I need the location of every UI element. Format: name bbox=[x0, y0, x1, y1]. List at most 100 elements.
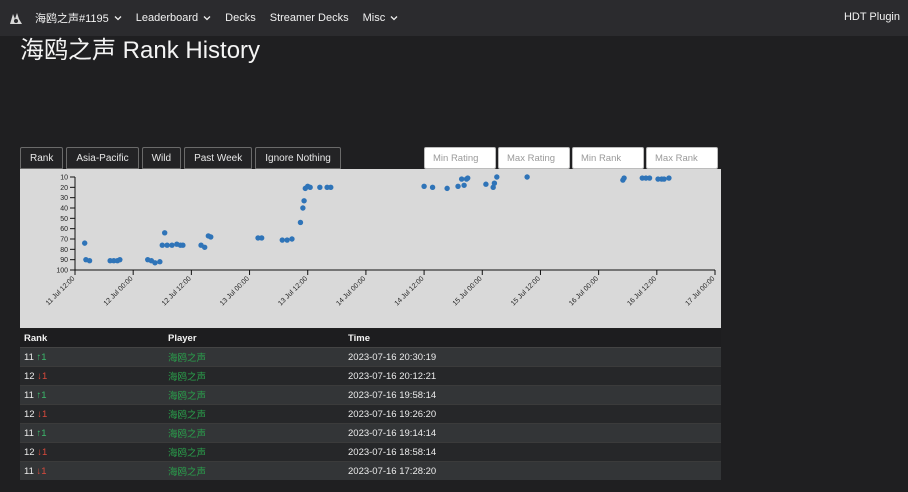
nav-streamer-decks-link[interactable]: Streamer Decks bbox=[270, 12, 349, 24]
data-point bbox=[646, 175, 653, 181]
min-rank-input[interactable] bbox=[572, 147, 644, 169]
rank-change-indicator: ↑1 bbox=[36, 389, 47, 401]
rank-value: 11 bbox=[24, 389, 34, 401]
time-cell: 2023-07-16 19:26:20 bbox=[344, 404, 721, 424]
rank-cell: 12 ↓1 bbox=[20, 404, 164, 424]
tab-rank[interactable]: Rank bbox=[20, 147, 64, 169]
time-column-header: Time bbox=[344, 329, 721, 348]
time-cell: 2023-07-16 20:12:21 bbox=[344, 366, 721, 386]
data-point bbox=[161, 230, 168, 236]
data-point bbox=[483, 181, 489, 187]
nav-hdt-plugin-label: HDT Plugin bbox=[843, 11, 900, 23]
data-point bbox=[490, 184, 496, 191]
table-row: 12 ↓1 海鸥之声 2023-07-16 20:12:21 bbox=[20, 366, 721, 386]
rank-change-indicator: ↓1 bbox=[37, 370, 48, 382]
nav-misc-label: Misc bbox=[362, 12, 386, 24]
rank-value: 12 bbox=[24, 408, 35, 420]
rank-value: 11 bbox=[24, 427, 34, 439]
y-tick-label: 90 bbox=[60, 257, 68, 264]
range-filters bbox=[424, 147, 718, 169]
y-tick-label: 30 bbox=[60, 195, 68, 202]
data-point bbox=[86, 258, 93, 264]
tab-mode[interactable]: Wild bbox=[141, 147, 182, 169]
nav-decks-link[interactable]: Decks bbox=[225, 12, 256, 24]
rank-change-indicator: ↓1 bbox=[36, 465, 47, 477]
player-link[interactable]: 海鸥之声 bbox=[168, 467, 207, 478]
tab-period[interactable]: Past Week bbox=[184, 147, 253, 169]
data-point bbox=[661, 176, 667, 182]
data-point bbox=[289, 236, 295, 242]
time-cell: 2023-07-16 19:58:14 bbox=[344, 385, 721, 405]
site-logo-icon[interactable] bbox=[8, 10, 24, 26]
time-cell: 2023-07-16 20:30:19 bbox=[344, 347, 721, 367]
page-title: 海鸥之声 Rank History bbox=[20, 37, 261, 64]
player-link[interactable]: 海鸥之声 bbox=[168, 353, 207, 364]
data-point bbox=[444, 185, 450, 192]
data-point bbox=[164, 242, 170, 248]
nav-leaderboard-dropdown[interactable]: Leaderboard bbox=[136, 12, 211, 24]
time-cell: 2023-07-16 19:14:14 bbox=[344, 423, 721, 443]
player-cell: 海鸥之声 bbox=[164, 347, 344, 367]
player-link[interactable]: 海鸥之声 bbox=[168, 391, 207, 402]
player-cell: 海鸥之声 bbox=[164, 423, 344, 443]
x-tick-label: 13 Jul 12:00 bbox=[277, 275, 309, 307]
rank-value: 11 bbox=[24, 465, 34, 477]
data-point bbox=[421, 183, 427, 189]
max-rating-input[interactable] bbox=[498, 147, 570, 169]
data-point bbox=[328, 184, 334, 191]
x-tick-label: 11 Jul 12:00 bbox=[45, 275, 77, 307]
data-point bbox=[284, 237, 290, 243]
x-tick-label: 17 Jul 00:00 bbox=[684, 275, 716, 307]
max-rank-input[interactable] bbox=[646, 147, 718, 169]
tab-ignore[interactable]: Ignore Nothing bbox=[255, 147, 341, 169]
nav-player-dropdown[interactable]: 海鸥之声#1195 bbox=[35, 10, 122, 26]
data-point bbox=[458, 176, 465, 182]
data-point bbox=[494, 174, 500, 180]
y-tick-label: 100 bbox=[56, 268, 68, 275]
data-point bbox=[279, 237, 285, 243]
rank-cell: 12 ↓1 bbox=[20, 366, 164, 386]
data-point bbox=[307, 184, 313, 191]
player-link[interactable]: 海鸥之声 bbox=[168, 410, 207, 421]
y-tick-label: 20 bbox=[60, 185, 68, 192]
player-cell: 海鸥之声 bbox=[164, 404, 344, 424]
nav-misc-dropdown[interactable]: Misc bbox=[363, 12, 399, 24]
rank-change-indicator: ↓1 bbox=[37, 408, 48, 420]
data-point bbox=[461, 182, 467, 188]
rank-cell: 11 ↓1 bbox=[20, 461, 164, 480]
x-tick-label: 14 Jul 00:00 bbox=[335, 275, 367, 307]
filter-tabs: Rank Asia-Pacific Wild Past Week Ignore … bbox=[20, 147, 341, 169]
top-navbar: 海鸥之声#1195 Leaderboard Decks Streamer Dec… bbox=[0, 0, 908, 36]
chevron-down-icon bbox=[203, 16, 211, 21]
data-point bbox=[491, 180, 498, 186]
y-tick-label: 60 bbox=[60, 226, 68, 233]
data-point bbox=[301, 198, 307, 204]
player-link[interactable]: 海鸥之声 bbox=[168, 448, 207, 459]
nav-player-label: 海鸥之声#1195 bbox=[35, 13, 109, 25]
player-link[interactable]: 海鸥之声 bbox=[168, 372, 207, 383]
data-point bbox=[201, 244, 208, 250]
player-link[interactable]: 海鸥之声 bbox=[168, 429, 207, 440]
x-tick-label: 13 Jul 00:00 bbox=[219, 275, 251, 307]
nav-decks-label: Decks bbox=[225, 12, 256, 24]
x-tick-label: 15 Jul 00:00 bbox=[452, 275, 484, 307]
rank-value: 11 bbox=[24, 351, 34, 363]
min-rating-input[interactable] bbox=[424, 147, 496, 169]
table-row: 11 ↑1 海鸥之声 2023-07-16 20:30:19 bbox=[20, 347, 721, 367]
player-cell: 海鸥之声 bbox=[164, 442, 344, 462]
x-tick-label: 14 Jul 12:00 bbox=[394, 275, 426, 307]
nav-hdt-plugin-link[interactable]: HDT Plugin bbox=[844, 11, 900, 23]
rank-cell: 11 ↑1 bbox=[20, 347, 164, 367]
data-point bbox=[180, 242, 186, 248]
data-point bbox=[152, 260, 158, 266]
data-point bbox=[666, 175, 672, 181]
y-tick-label: 10 bbox=[60, 175, 68, 182]
player-cell: 海鸥之声 bbox=[164, 366, 344, 386]
x-tick-label: 16 Jul 00:00 bbox=[568, 275, 600, 307]
time-cell: 2023-07-16 18:58:14 bbox=[344, 442, 721, 462]
rank-history-table: Rank Player Time 11 ↑1 海鸥之声 2023-07-16 20:… bbox=[20, 329, 721, 480]
tab-region[interactable]: Asia-Pacific bbox=[66, 147, 139, 169]
data-point bbox=[621, 175, 627, 181]
x-tick-label: 12 Jul 12:00 bbox=[161, 275, 193, 307]
data-point bbox=[429, 184, 436, 191]
